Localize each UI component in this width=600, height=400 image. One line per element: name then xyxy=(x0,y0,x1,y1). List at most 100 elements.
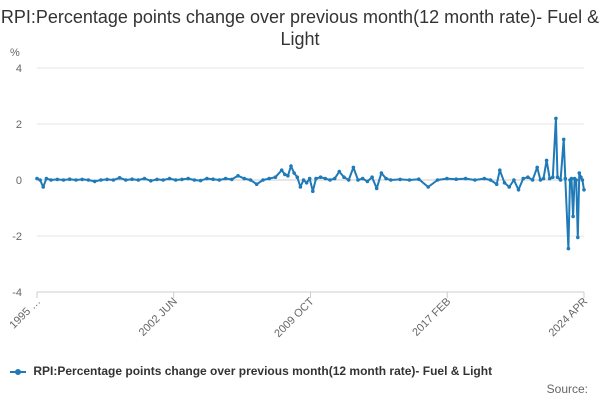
data-point[interactable] xyxy=(351,165,356,170)
data-point[interactable] xyxy=(236,174,240,178)
data-point[interactable] xyxy=(318,175,323,179)
data-point[interactable] xyxy=(99,178,103,182)
data-point[interactable] xyxy=(117,176,122,180)
data-point[interactable] xyxy=(44,176,49,181)
data-point[interactable] xyxy=(55,177,60,182)
data-point[interactable] xyxy=(254,182,259,186)
data-point[interactable] xyxy=(379,171,384,175)
data-point[interactable] xyxy=(314,176,318,181)
data-point[interactable] xyxy=(198,178,203,183)
data-point[interactable] xyxy=(292,171,296,175)
data-point[interactable] xyxy=(124,178,128,182)
data-point[interactable] xyxy=(211,177,215,181)
data-point[interactable] xyxy=(566,246,571,251)
data-point[interactable] xyxy=(538,178,543,182)
data-point[interactable] xyxy=(307,176,312,181)
data-point[interactable] xyxy=(41,185,45,189)
data-point[interactable] xyxy=(582,188,586,192)
data-point[interactable] xyxy=(426,185,431,189)
data-point[interactable] xyxy=(374,186,379,191)
data-point[interactable] xyxy=(551,175,555,179)
data-point[interactable] xyxy=(370,175,374,179)
data-point[interactable] xyxy=(407,178,412,182)
data-point[interactable] xyxy=(502,181,507,185)
data-point[interactable] xyxy=(555,175,560,179)
data-point[interactable] xyxy=(512,178,516,182)
data-point[interactable] xyxy=(521,176,525,181)
data-point[interactable] xyxy=(530,178,535,182)
data-point[interactable] xyxy=(507,185,512,189)
data-point[interactable] xyxy=(365,179,370,184)
data-point[interactable] xyxy=(535,165,539,170)
data-point[interactable] xyxy=(248,178,253,182)
data-point[interactable] xyxy=(435,178,440,182)
data-point[interactable] xyxy=(494,182,499,186)
data-point[interactable] xyxy=(526,175,530,179)
data-point[interactable] xyxy=(205,176,209,181)
data-point[interactable] xyxy=(323,176,328,181)
data-point[interactable] xyxy=(454,177,459,181)
data-point[interactable] xyxy=(111,178,116,182)
data-point[interactable] xyxy=(544,158,549,163)
data-point[interactable] xyxy=(301,178,306,182)
legend[interactable]: RPI:Percentage points change over previo… xyxy=(10,364,492,378)
data-point[interactable] xyxy=(74,178,78,182)
data-point[interactable] xyxy=(38,178,42,182)
data-point[interactable] xyxy=(574,178,578,182)
data-point[interactable] xyxy=(35,176,39,181)
data-point[interactable] xyxy=(360,176,365,181)
data-point[interactable] xyxy=(242,176,247,181)
data-point[interactable] xyxy=(230,177,234,182)
data-point[interactable] xyxy=(155,177,159,182)
data-point[interactable] xyxy=(571,214,575,219)
data-point[interactable] xyxy=(49,178,53,182)
data-point[interactable] xyxy=(92,179,97,184)
data-point[interactable] xyxy=(130,177,134,181)
data-point[interactable] xyxy=(279,168,284,172)
data-point[interactable] xyxy=(289,164,293,168)
data-point[interactable] xyxy=(67,177,72,181)
data-point[interactable] xyxy=(328,178,332,182)
data-point[interactable] xyxy=(332,176,337,181)
data-point[interactable] xyxy=(398,177,402,182)
data-point[interactable] xyxy=(192,178,197,182)
data-point[interactable] xyxy=(445,176,449,181)
data-point[interactable] xyxy=(186,176,190,181)
data-point[interactable] xyxy=(516,188,521,192)
data-point[interactable] xyxy=(488,178,493,182)
data-point[interactable] xyxy=(579,175,583,179)
data-point[interactable] xyxy=(547,176,552,181)
data-point[interactable] xyxy=(142,176,147,181)
data-point[interactable] xyxy=(86,178,91,182)
data-point[interactable] xyxy=(161,178,165,182)
data-point[interactable] xyxy=(577,171,582,175)
data-point[interactable] xyxy=(337,169,342,174)
data-point[interactable] xyxy=(563,176,568,181)
data-point[interactable] xyxy=(286,174,290,178)
data-point[interactable] xyxy=(561,137,566,142)
data-point[interactable] xyxy=(180,177,184,182)
data-point[interactable] xyxy=(267,176,272,181)
data-point[interactable] xyxy=(384,176,388,181)
data-point[interactable] xyxy=(346,178,351,182)
data-point[interactable] xyxy=(61,178,66,182)
data-point[interactable] xyxy=(167,176,172,181)
data-point[interactable] xyxy=(149,179,153,183)
data-point[interactable] xyxy=(311,189,315,193)
data-point[interactable] xyxy=(541,176,546,181)
data-point[interactable] xyxy=(105,177,109,182)
data-point[interactable] xyxy=(417,177,421,181)
data-point[interactable] xyxy=(217,178,222,182)
data-point[interactable] xyxy=(80,177,84,182)
data-point[interactable] xyxy=(283,172,287,177)
data-point[interactable] xyxy=(173,178,178,182)
data-point[interactable] xyxy=(389,178,393,182)
data-point[interactable] xyxy=(223,176,228,181)
data-point[interactable] xyxy=(273,175,278,179)
data-point[interactable] xyxy=(356,178,360,182)
data-point[interactable] xyxy=(554,116,558,121)
data-point[interactable] xyxy=(473,178,477,182)
data-point[interactable] xyxy=(580,178,585,182)
data-point[interactable] xyxy=(295,175,300,179)
data-point[interactable] xyxy=(136,178,141,182)
